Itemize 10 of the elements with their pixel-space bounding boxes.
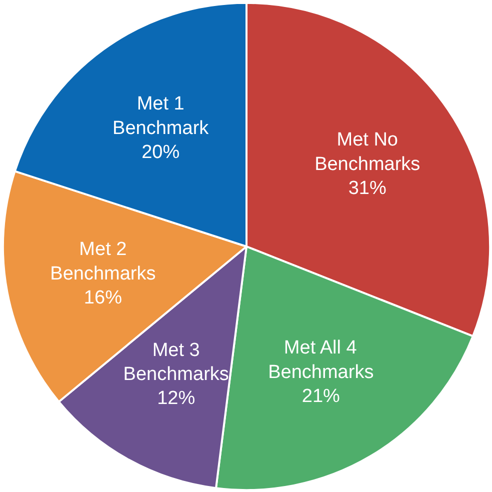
slice-label: Met 3 Benchmarks <box>123 340 229 386</box>
data-label: 21% <box>302 386 340 407</box>
slice-label: Met 1 Benchmark <box>112 94 210 139</box>
slice-label: Met All 4 Benchmarks <box>268 338 374 383</box>
slice-label: Met No Benchmarks <box>314 130 420 175</box>
data-label: 12% <box>157 388 196 410</box>
data-label: 31% <box>348 178 386 200</box>
data-label: 20% <box>142 142 180 163</box>
data-label: 16% <box>84 288 122 309</box>
slice-label: Met 2 Benchmarks <box>50 239 156 284</box>
